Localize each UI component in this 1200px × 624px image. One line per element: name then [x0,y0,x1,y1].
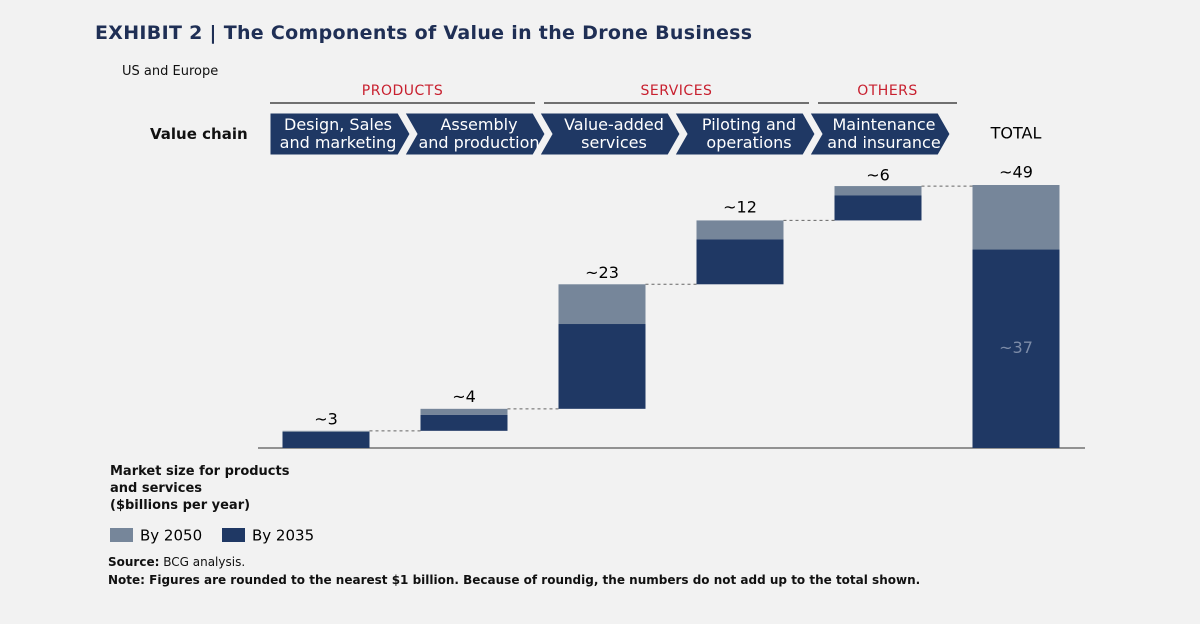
category-label: TOTAL [990,124,1042,143]
chart-title: EXHIBIT 2 | The Components of Value in t… [95,22,753,44]
source-label: Source: [108,555,160,569]
source: Source: BCG analysis. [108,555,245,569]
note-text: Figures are rounded to the nearest $1 bi… [149,573,921,587]
legend-swatch [222,528,245,542]
bar-segment [420,408,508,415]
category-label: Design, Sales and marketing [279,115,397,152]
category-label: Maintenance and insurance [827,115,941,152]
category-label: Value-added services [564,115,664,152]
bar-segment [696,220,784,240]
legend-label: By 2035 [252,527,314,545]
bar-segment [282,431,370,448]
group-label: OTHERS [857,83,918,99]
value-label: ~37 [999,338,1033,357]
subtitle: US and Europe [122,64,219,79]
bar-segment [834,195,922,221]
bar-segment [558,284,646,325]
value-chain-step [809,112,951,156]
bar-segment [972,249,1060,448]
bar-segment [282,430,370,432]
bar-segment [972,185,1060,250]
total-label: ~12 [723,197,757,216]
value-chain-step [539,112,681,156]
y-axis-label: Market size for products and services ($… [110,464,290,513]
row-label: Value chain [150,125,248,143]
group-label: SERVICES [641,83,713,99]
group-label: PRODUCTS [362,83,443,99]
bar-segment [696,239,784,285]
note-label: Note: [108,573,145,587]
total-label: ~3 [314,409,338,428]
total-label: ~4 [452,387,476,406]
value-chain-step [404,112,546,156]
legend-swatch [110,528,133,542]
bar-segment [834,186,922,196]
bar-segment [558,324,646,409]
total-label: ~6 [866,166,890,185]
total-label: ~49 [999,163,1033,182]
total-label: ~23 [585,263,619,282]
note: Note: Figures are rounded to the nearest… [108,573,920,587]
bar-segment [420,414,508,431]
category-label: Assembly and production [418,115,540,152]
value-chain-step [269,112,411,156]
source-text: BCG analysis. [163,555,246,569]
category-label: Piloting and operations [701,115,797,152]
value-chain-step [674,112,816,156]
legend-label: By 2050 [140,527,202,545]
